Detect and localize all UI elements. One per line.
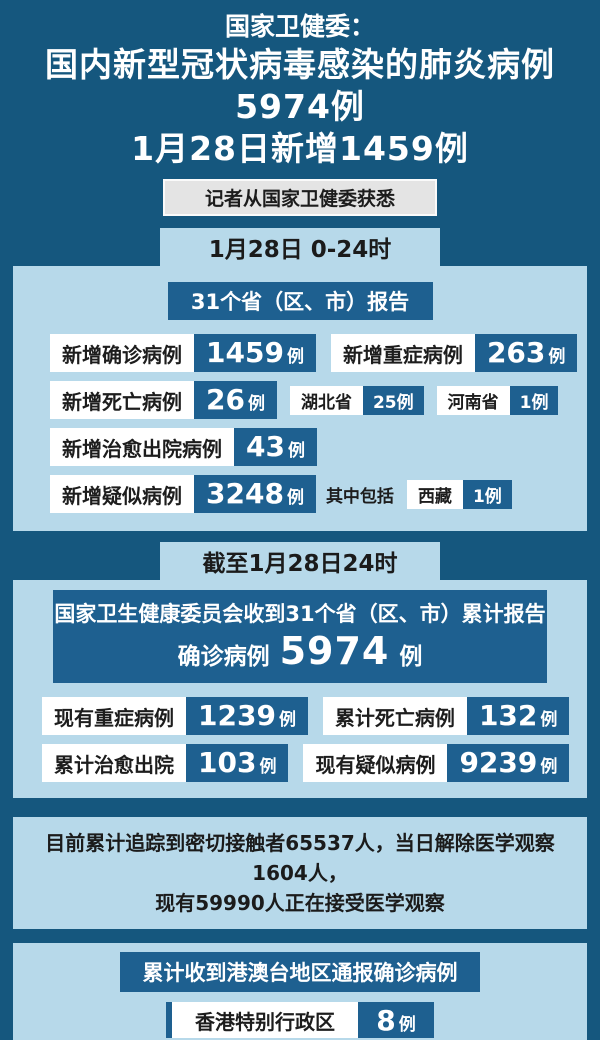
stat-current-severe: 现有重症病例 1239 例 — [42, 697, 308, 735]
stat-label: 新增疑似病例 — [50, 475, 194, 513]
stat-value: 1239 — [198, 699, 276, 732]
province-value: 1例 — [509, 385, 559, 415]
provinces-report-badge: 31个省（区、市）报告 — [167, 282, 433, 320]
tab-daily-date: 1月28日 0-24时 — [160, 228, 440, 266]
stat-value: 9239 — [459, 746, 538, 779]
stat-new-severe: 新增重症病例 263 例 — [330, 334, 578, 372]
death-breakdown-hubei: 湖北省 25例 — [289, 385, 424, 415]
stat-new-cured: 新增治愈出院病例 43 例 — [50, 428, 317, 466]
stat-value: 132 — [478, 699, 538, 732]
stat-unit: 例 — [259, 757, 277, 777]
row-new-cured: 新增治愈出院病例 43 例 — [50, 428, 587, 466]
stat-value-box: 1239 例 — [186, 697, 308, 735]
stat-value-box: 132 例 — [466, 697, 570, 735]
confirmed-label: 确诊病例 — [177, 644, 270, 670]
cumulative-rows: 现有重症病例 1239 例 累计死亡病例 132 例 — [42, 697, 587, 782]
stat-value-box: 1459 例 — [194, 334, 316, 372]
stat-value: 1459 — [206, 336, 284, 369]
cumulative-summary-box: 国家卫生健康委员会收到31个省（区、市）累计报告 确诊病例 5974 例 — [53, 590, 547, 683]
section-daily: 1月28日 0-24时 31个省（区、市）报告 新增确诊病例 1459 例 新增… — [0, 228, 600, 531]
source-badge: 记者从国家卫健委获悉 — [162, 179, 437, 216]
row-new-deaths: 新增死亡病例 26 例 湖北省 25例 河南省 1例 — [50, 381, 587, 419]
observation-panel: 目前累计追踪到密切接触者65537人，当日解除医学观察1604人， 现有5999… — [13, 817, 587, 929]
row-new-suspected: 新增疑似病例 3248 例 其中包括 西藏 1例 — [50, 475, 587, 513]
stat-new-deaths: 新增死亡病例 26 例 — [50, 381, 277, 419]
region-value: 1例 — [462, 479, 512, 509]
stat-current-suspected: 现有疑似病例 9239 例 — [303, 744, 570, 782]
stat-unit: 例 — [286, 347, 304, 367]
header: 国家卫健委： 国内新型冠状病毒感染的肺炎病例5974例 1月28日新增1459例… — [0, 0, 600, 216]
stat-value-box: 103 例 — [186, 744, 289, 782]
stat-label: 新增重症病例 — [330, 334, 475, 372]
stat-value: 263 — [486, 336, 546, 369]
page-subtitle: 1月28日新增1459例 — [131, 129, 469, 168]
stat-value: 26 — [206, 383, 245, 416]
region-label: 西藏 — [406, 479, 463, 509]
stat-label: 现有重症病例 — [42, 697, 186, 735]
stat-unit: 例 — [286, 488, 304, 508]
row-severe-deaths: 现有重症病例 1239 例 累计死亡病例 132 例 — [42, 697, 587, 735]
section-cumulative: 截至1月28日24时 国家卫生健康委员会收到31个省（区、市）累计报告 确诊病例… — [0, 531, 600, 798]
stat-unit: 例 — [548, 347, 566, 367]
observation-line-2: 现有59990人正在接受医学观察 — [155, 891, 445, 915]
death-breakdown-henan: 河南省 1例 — [436, 385, 559, 415]
region-unit: 例 — [398, 1015, 416, 1035]
stat-value-box: 43 例 — [234, 428, 317, 466]
stat-unit: 例 — [540, 710, 558, 730]
stat-value-box: 3248 例 — [194, 475, 316, 513]
stat-label: 新增死亡病例 — [50, 381, 194, 419]
stat-label: 新增治愈出院病例 — [50, 428, 234, 466]
province-label: 河南省 — [436, 385, 510, 415]
stat-label: 新增确诊病例 — [50, 334, 194, 372]
observation-line-1: 目前累计追踪到密切接触者65537人，当日解除医学观察1604人， — [45, 831, 555, 885]
cumulative-panel: 国家卫生健康委员会收到31个省（区、市）累计报告 确诊病例 5974 例 现有重… — [13, 580, 587, 798]
confirmed-unit: 例 — [399, 644, 423, 670]
region-rows: 香港特别行政区 8 例 澳门特别行政区 7 例 台湾地区 — [13, 1002, 587, 1040]
stat-label: 累计死亡病例 — [322, 697, 467, 735]
summary-confirmed: 确诊病例 5974 例 — [53, 629, 547, 673]
confirmed-value: 5974 — [279, 629, 390, 673]
summary-line: 国家卫生健康委员会收到31个省（区、市）累计报告 — [54, 602, 546, 626]
province-value: 25例 — [362, 385, 424, 415]
accent-bar — [166, 1002, 172, 1038]
row-cured-suspected: 累计治愈出院 103 例 现有疑似病例 9239 例 — [42, 744, 587, 782]
stat-value: 103 — [198, 746, 257, 779]
region-value-box: 8 例 — [358, 1002, 434, 1038]
stat-value-box: 263 例 — [474, 334, 578, 372]
stat-value: 43 — [246, 430, 285, 463]
regions-panel: 累计收到港澳台地区通报确诊病例 香港特别行政区 8 例 澳门特别行政区 7 例 — [13, 943, 587, 1040]
province-label: 湖北省 — [289, 385, 363, 415]
stat-unit: 例 — [540, 757, 558, 777]
stat-unit: 例 — [287, 441, 305, 461]
suspected-breakdown-tibet: 西藏 1例 — [406, 479, 512, 509]
stat-label: 累计治愈出院 — [42, 744, 186, 782]
agency-kicker: 国家卫健委： — [224, 12, 375, 41]
stat-value-box: 26 例 — [194, 381, 277, 419]
section-regions: 累计收到港澳台地区通报确诊病例 香港特别行政区 8 例 澳门特别行政区 7 例 — [0, 943, 600, 1040]
including-note: 其中包括 — [325, 486, 394, 507]
daily-panel: 31个省（区、市）报告 新增确诊病例 1459 例 新增重症病例 263 — [13, 266, 587, 531]
stat-unit: 例 — [247, 394, 265, 414]
stat-value-box: 9239 例 — [447, 744, 570, 782]
region-row-hongkong: 香港特别行政区 8 例 — [166, 1002, 434, 1038]
row-new-confirmed-severe: 新增确诊病例 1459 例 新增重症病例 263 例 — [50, 334, 587, 372]
region-value: 8 — [376, 1004, 396, 1037]
stat-unit: 例 — [278, 710, 296, 730]
stat-value: 3248 — [206, 477, 284, 510]
stat-label: 现有疑似病例 — [303, 744, 448, 782]
stat-total-deaths: 累计死亡病例 132 例 — [322, 697, 570, 735]
section-observation: 目前累计追踪到密切接触者65537人，当日解除医学观察1604人， 现有5999… — [0, 817, 600, 929]
stat-new-confirmed: 新增确诊病例 1459 例 — [50, 334, 316, 372]
page-title: 国内新型冠状病毒感染的肺炎病例5974例 — [45, 45, 555, 126]
regions-header-badge: 累计收到港澳台地区通报确诊病例 — [120, 952, 480, 992]
stat-new-suspected: 新增疑似病例 3248 例 — [50, 475, 316, 513]
daily-rows: 新增确诊病例 1459 例 新增重症病例 263 例 — [50, 334, 587, 513]
tab-cumulative-date: 截至1月28日24时 — [160, 542, 440, 580]
region-label: 香港特别行政区 — [172, 1002, 358, 1038]
stat-total-cured: 累计治愈出院 103 例 — [42, 744, 289, 782]
